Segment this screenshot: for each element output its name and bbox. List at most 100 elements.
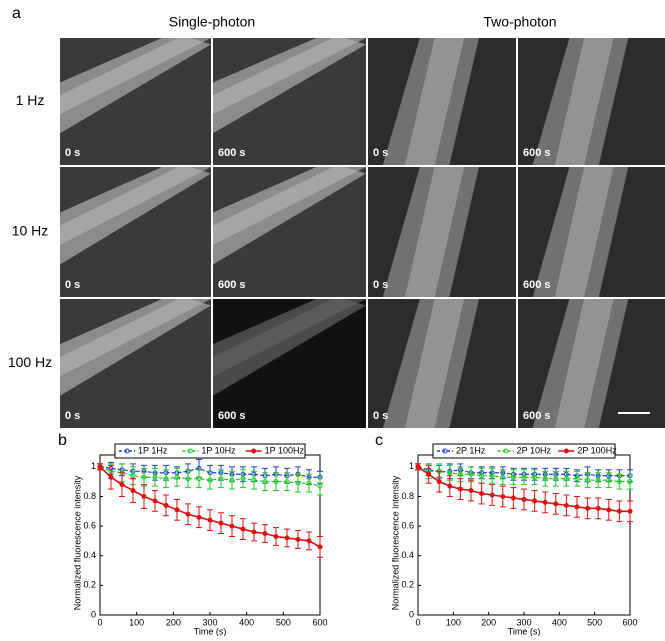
marker	[606, 477, 612, 483]
marker	[295, 536, 301, 542]
time-label: 600 s	[523, 279, 551, 291]
legend-label: 1P 100Hz	[265, 445, 305, 455]
y-axis-label: Normalized fluorescence intensity	[390, 475, 400, 610]
marker	[415, 464, 421, 470]
muscle-band	[60, 38, 211, 134]
y-tick-label: 0	[409, 609, 414, 619]
marker	[426, 471, 432, 477]
marker	[553, 501, 559, 507]
marker	[152, 474, 158, 480]
time-label: 0 s	[65, 147, 80, 159]
time-label: 600 s	[523, 410, 551, 422]
x-tick-label: 500	[276, 617, 291, 627]
marker	[510, 474, 516, 480]
image-panel	[368, 299, 516, 428]
marker	[563, 502, 569, 508]
image-panel	[60, 299, 211, 428]
marker	[295, 480, 301, 486]
marker	[185, 511, 191, 517]
marker	[510, 495, 516, 501]
marker	[521, 496, 527, 502]
marker	[553, 476, 559, 482]
x-tick-label: 400	[552, 617, 567, 627]
y-tick-label: 0.6	[83, 520, 96, 530]
time-label: 0 s	[65, 410, 80, 422]
marker	[196, 514, 202, 520]
marker	[479, 473, 485, 479]
marker	[595, 477, 601, 483]
legend-label: 2P 10Hz	[517, 445, 552, 455]
row-label: 1 Hz	[16, 92, 45, 108]
marker	[218, 520, 224, 526]
marker	[207, 477, 213, 483]
marker	[616, 508, 622, 514]
marker	[306, 480, 312, 486]
y-axis-label: Normalized fluorescence intensity	[72, 475, 82, 610]
marker	[521, 474, 527, 480]
muscle-band	[60, 299, 211, 396]
x-tick-label: 0	[97, 617, 102, 627]
marker	[306, 538, 312, 544]
marker	[262, 479, 268, 485]
legend-marker	[187, 448, 193, 454]
legend-marker	[563, 448, 569, 454]
marker	[457, 471, 463, 477]
marker	[152, 498, 158, 504]
image-panel	[60, 167, 211, 297]
legend-label: 2P 100Hz	[577, 445, 617, 455]
series-line	[417, 466, 630, 483]
legend-label: 1P 1Hz	[138, 445, 168, 455]
row-label: 10 Hz	[12, 223, 49, 239]
y-tick-label: 1	[91, 461, 96, 471]
marker	[207, 517, 213, 523]
y-tick-label: 0.2	[401, 580, 414, 590]
x-tick-label: 0	[415, 617, 420, 627]
x-tick-label: 400	[239, 617, 254, 627]
x-tick-label: 300	[202, 617, 217, 627]
marker	[479, 491, 485, 497]
marker	[240, 476, 246, 482]
y-tick-label: 0.4	[401, 550, 414, 560]
row-label: 100 Hz	[8, 354, 52, 370]
muscle-band	[60, 167, 211, 265]
time-label: 600 s	[218, 279, 246, 291]
muscle-core	[213, 38, 366, 115]
marker	[627, 479, 633, 485]
marker	[563, 476, 569, 482]
x-tick-label: 200	[481, 617, 496, 627]
image-panel	[518, 167, 665, 297]
image-panel	[368, 38, 516, 165]
marker	[447, 470, 453, 476]
series-line	[99, 466, 321, 487]
marker	[500, 493, 506, 499]
marker	[468, 471, 474, 477]
marker	[532, 474, 538, 480]
marker	[97, 464, 103, 470]
marker	[163, 476, 169, 482]
y-tick-label: 0.8	[83, 491, 96, 501]
muscle-core	[60, 167, 211, 245]
marker	[251, 477, 257, 483]
marker	[606, 507, 612, 513]
legend-label: 2P 1Hz	[456, 445, 486, 455]
muscle-band	[213, 299, 366, 396]
marker	[229, 477, 235, 483]
marker	[229, 523, 235, 529]
x-tick-label: 100	[446, 617, 461, 627]
legend-box	[114, 443, 306, 459]
image-panel	[213, 299, 366, 428]
marker	[489, 473, 495, 479]
marker	[500, 474, 506, 480]
column-header: Two-photon	[483, 14, 556, 30]
marker	[218, 476, 224, 482]
marker	[574, 476, 580, 482]
time-label: 0 s	[373, 279, 388, 291]
marker	[119, 482, 125, 488]
marker	[251, 529, 257, 535]
muscle-core	[554, 38, 614, 165]
legend-marker	[503, 448, 509, 454]
marker	[284, 535, 290, 541]
legend-marker	[251, 448, 257, 454]
x-tick-label: 500	[587, 617, 602, 627]
